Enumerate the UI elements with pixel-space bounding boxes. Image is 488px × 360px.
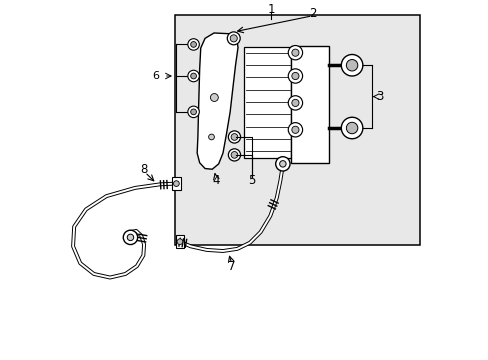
Bar [175, 235, 184, 248]
Text: 6: 6 [152, 71, 159, 81]
Text: 2: 2 [308, 7, 316, 20]
Text: 4: 4 [212, 174, 219, 186]
Circle shape [287, 96, 302, 110]
Text: 1: 1 [267, 3, 275, 16]
Circle shape [210, 94, 218, 102]
Circle shape [287, 45, 302, 60]
Circle shape [231, 152, 237, 158]
Circle shape [228, 149, 240, 161]
Circle shape [190, 73, 196, 79]
Text: 8: 8 [140, 163, 147, 176]
Bar [172, 177, 180, 190]
Circle shape [173, 181, 179, 186]
Circle shape [187, 106, 199, 118]
Bar [174, 15, 419, 244]
Circle shape [231, 134, 237, 140]
Circle shape [291, 99, 298, 107]
Text: 3: 3 [375, 90, 383, 103]
Circle shape [177, 239, 183, 244]
Bar [290, 46, 328, 163]
Circle shape [208, 134, 214, 140]
Bar [244, 47, 290, 158]
Circle shape [341, 117, 362, 139]
Circle shape [341, 54, 362, 76]
Circle shape [190, 109, 196, 115]
Text: 7: 7 [228, 260, 235, 273]
Circle shape [123, 230, 137, 244]
Circle shape [228, 131, 240, 143]
Polygon shape [197, 33, 238, 169]
Circle shape [346, 122, 357, 134]
Circle shape [287, 69, 302, 83]
Circle shape [346, 59, 357, 71]
Circle shape [291, 72, 298, 80]
Circle shape [187, 70, 199, 82]
Text: 5: 5 [247, 174, 255, 186]
Circle shape [230, 35, 237, 42]
Circle shape [279, 161, 285, 167]
Circle shape [187, 39, 199, 50]
Circle shape [190, 41, 196, 47]
Circle shape [275, 157, 289, 171]
Circle shape [127, 234, 133, 240]
Circle shape [227, 32, 240, 45]
Circle shape [291, 49, 298, 56]
Circle shape [287, 123, 302, 137]
Circle shape [291, 126, 298, 134]
